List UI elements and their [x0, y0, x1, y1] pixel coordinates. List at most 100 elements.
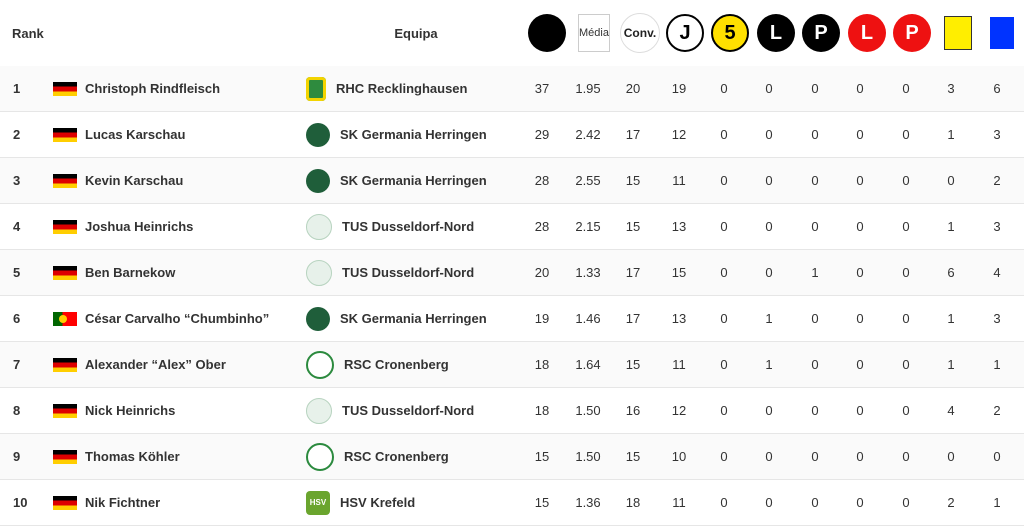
- flag-icon: [53, 81, 77, 96]
- player-name[interactable]: Alexander “Alex” Ober: [85, 357, 226, 372]
- yellow-cell: 4: [929, 388, 973, 433]
- yellow-value: 1: [947, 127, 955, 142]
- blue-value: 3: [993, 311, 1001, 326]
- flag-icon: [53, 449, 77, 464]
- team-name[interactable]: TUS Dusseldorf-Nord: [342, 265, 475, 280]
- goals-value: 28: [534, 219, 550, 234]
- yellow-card-icon: [944, 16, 972, 50]
- yellow-cell: 1: [929, 204, 973, 249]
- lb-cell: 0: [747, 480, 791, 525]
- player-cell[interactable]: Kevin Karschau: [53, 158, 183, 203]
- lr-value: 0: [856, 403, 864, 418]
- lr-value: 0: [856, 173, 864, 188]
- lr-cell: 0: [838, 250, 882, 295]
- team-name[interactable]: SK Germania Herringen: [340, 173, 487, 188]
- conv-value: 17: [625, 311, 641, 326]
- player-cell[interactable]: Nik Fichtner: [53, 480, 160, 525]
- team-cell[interactable]: SK Germania Herringen: [306, 112, 487, 157]
- media-value: 1.95: [575, 81, 601, 96]
- team-cell[interactable]: TUS Dusseldorf-Nord: [306, 250, 474, 295]
- team-cell[interactable]: SK Germania Herringen: [306, 296, 487, 341]
- team-crest-icon: [306, 350, 334, 379]
- team-crest-icon: [306, 442, 334, 471]
- player-name[interactable]: Ben Barnekow: [85, 265, 176, 280]
- player-cell[interactable]: Joshua Heinrichs: [53, 204, 193, 249]
- team-cell[interactable]: TUS Dusseldorf-Nord: [306, 204, 474, 249]
- goals-cell: 29: [520, 112, 564, 157]
- j-value: 13: [671, 219, 687, 234]
- media-cell: 1.95: [566, 66, 610, 111]
- rank-value: 6: [13, 311, 21, 326]
- team-name[interactable]: TUS Dusseldorf-Nord: [342, 219, 475, 234]
- team-crest-icon: [306, 76, 326, 101]
- media-value: 2.55: [575, 173, 601, 188]
- team-cell[interactable]: RHC Recklinghausen: [306, 66, 467, 111]
- team-name[interactable]: HSV Krefeld: [340, 495, 416, 510]
- ball-icon: [528, 14, 566, 52]
- goals-value: 15: [534, 449, 550, 464]
- lr-cell: 0: [838, 342, 882, 387]
- player-cell[interactable]: Nick Heinrichs: [53, 388, 175, 433]
- conv-value: 15: [625, 449, 641, 464]
- media-value: 1.33: [575, 265, 601, 280]
- goals-value: 20: [534, 265, 550, 280]
- lb-value: 0: [765, 219, 773, 234]
- rank-value: 1: [13, 81, 21, 96]
- five-value: 0: [720, 311, 728, 326]
- team-cell[interactable]: RSC Cronenberg: [306, 342, 449, 387]
- p-black-header-label: P: [814, 21, 828, 44]
- pb-cell: 0: [793, 204, 837, 249]
- yellow-cell: 6: [929, 250, 973, 295]
- lr-cell: 0: [838, 112, 882, 157]
- j-header: J: [663, 0, 707, 66]
- lb-cell: 0: [747, 158, 791, 203]
- goals-value: 15: [534, 495, 550, 510]
- pb-value: 0: [811, 403, 819, 418]
- yellow-value: 4: [947, 403, 955, 418]
- team-cell[interactable]: SK Germania Herringen: [306, 158, 487, 203]
- conv-cell: 17: [611, 112, 655, 157]
- media-value: 2.42: [575, 127, 601, 142]
- yellow-cell: 1: [929, 296, 973, 341]
- team-name[interactable]: SK Germania Herringen: [340, 311, 487, 326]
- pb-cell: 0: [793, 480, 837, 525]
- player-name[interactable]: Joshua Heinrichs: [85, 219, 194, 234]
- table-row: 10 Nik Fichtner HSV HSV Krefeld 15 1.36 18 11 0 0…: [0, 480, 1024, 526]
- player-name[interactable]: Kevin Karschau: [85, 173, 184, 188]
- player-cell[interactable]: Thomas Köhler: [53, 434, 180, 479]
- player-cell[interactable]: Lucas Karschau: [53, 112, 185, 157]
- conv-cell: 20: [611, 66, 655, 111]
- pr-value: 0: [902, 449, 910, 464]
- player-name[interactable]: Christoph Rindfleisch: [85, 81, 221, 96]
- rank-cell: 8: [13, 388, 20, 433]
- conv-cell: 17: [611, 296, 655, 341]
- conv-value: 16: [625, 403, 641, 418]
- pr-value: 0: [902, 127, 910, 142]
- player-name[interactable]: Thomas Köhler: [85, 449, 180, 464]
- player-cell[interactable]: César Carvalho “Chumbinho”: [53, 296, 269, 341]
- rank-value: 3: [13, 173, 21, 188]
- team-name[interactable]: RHC Recklinghausen: [336, 81, 468, 96]
- team-name[interactable]: TUS Dusseldorf-Nord: [342, 403, 475, 418]
- team-cell[interactable]: HSV HSV Krefeld: [306, 480, 415, 525]
- player-cell[interactable]: Alexander “Alex” Ober: [53, 342, 226, 387]
- team-cell[interactable]: RSC Cronenberg: [306, 434, 449, 479]
- conv-header-label: Conv.: [623, 26, 657, 40]
- team-cell[interactable]: TUS Dusseldorf-Nord: [306, 388, 474, 433]
- j-cell: 13: [657, 204, 701, 249]
- lr-cell: 0: [838, 158, 882, 203]
- player-cell[interactable]: Ben Barnekow: [53, 250, 175, 295]
- player-cell[interactable]: Christoph Rindfleisch: [53, 66, 220, 111]
- media-header: Média: [572, 0, 616, 66]
- player-name[interactable]: Lucas Karschau: [85, 127, 186, 142]
- blue-card-header: [980, 0, 1024, 66]
- pr-value: 0: [902, 357, 910, 372]
- pb-value: 0: [811, 449, 819, 464]
- team-name[interactable]: RSC Cronenberg: [344, 357, 449, 372]
- media-value: 1.50: [575, 449, 601, 464]
- team-name[interactable]: SK Germania Herringen: [340, 127, 487, 142]
- player-name[interactable]: Nick Heinrichs: [85, 403, 176, 418]
- player-name[interactable]: César Carvalho “Chumbinho”: [85, 311, 270, 326]
- player-name[interactable]: Nik Fichtner: [85, 495, 161, 510]
- team-name[interactable]: RSC Cronenberg: [344, 449, 449, 464]
